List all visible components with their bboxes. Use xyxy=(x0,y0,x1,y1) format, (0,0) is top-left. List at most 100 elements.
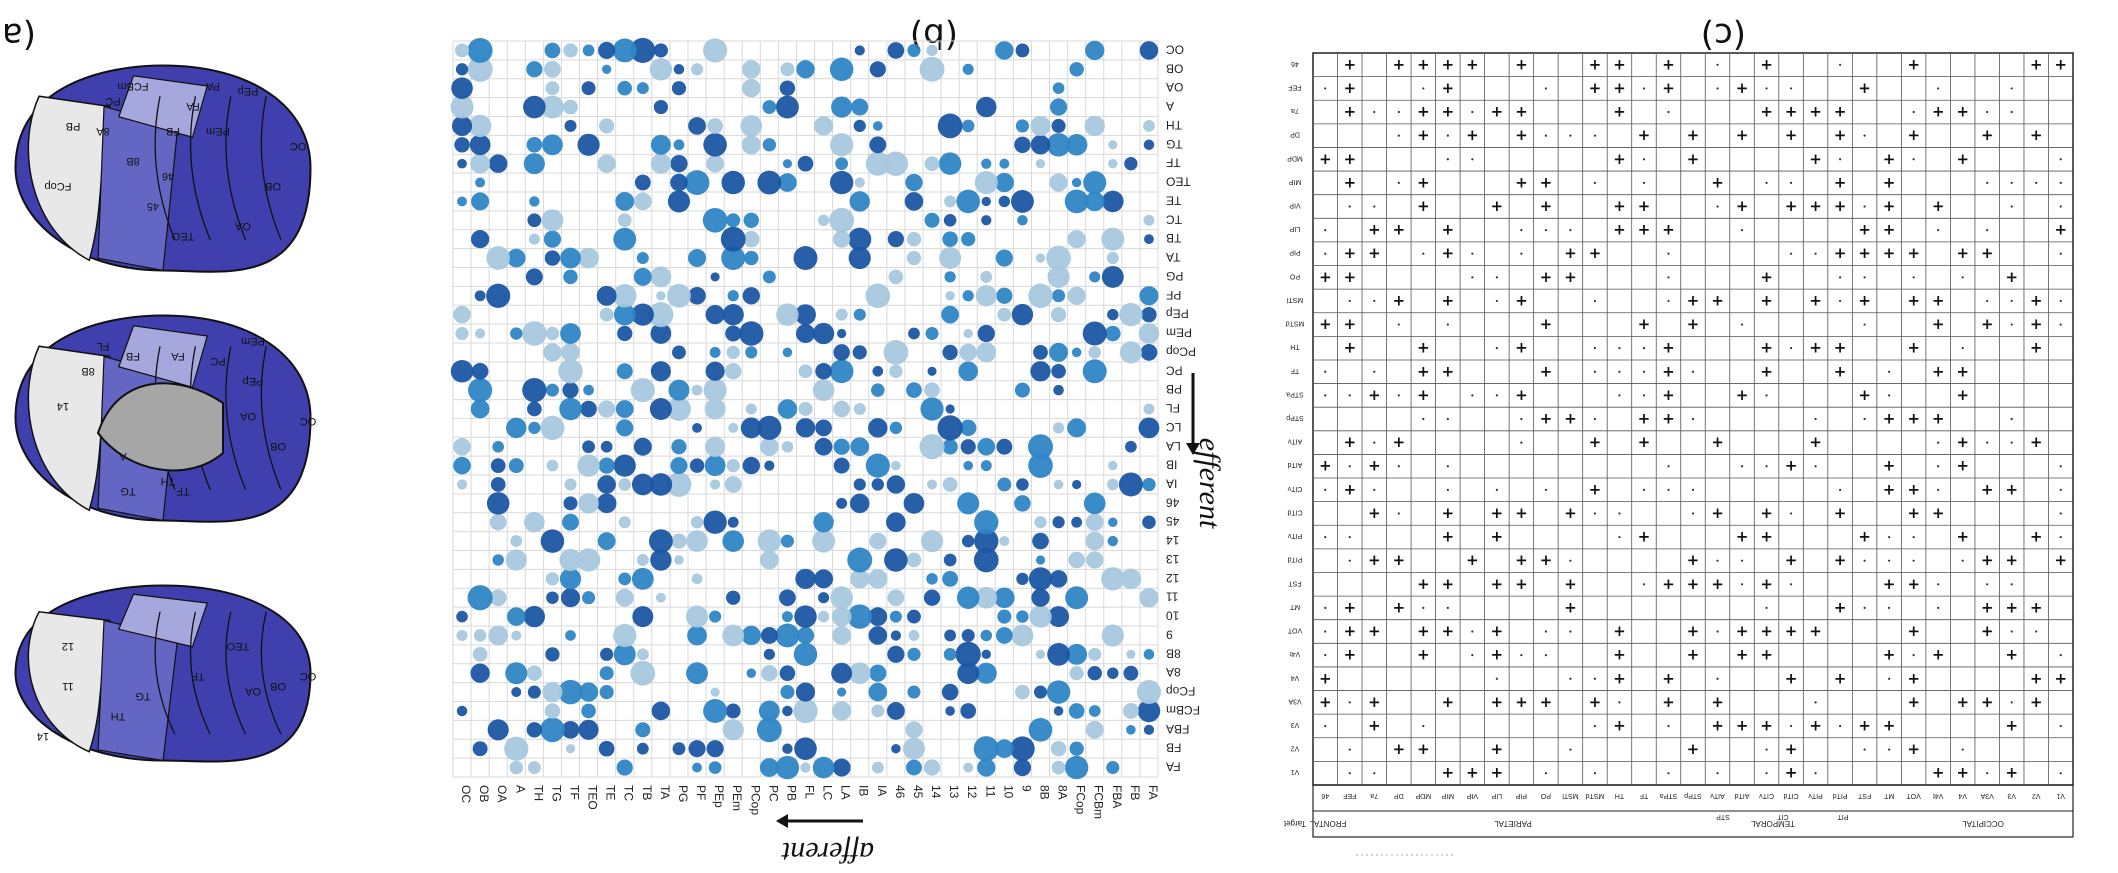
row-label: V4t xyxy=(1290,650,1301,657)
bubble xyxy=(653,43,668,58)
bubble xyxy=(1071,347,1082,358)
row-label: IB xyxy=(1166,458,1177,472)
dot-mark xyxy=(1716,772,1719,775)
efferent-label: efferent xyxy=(1193,438,1226,529)
bubble xyxy=(889,364,903,378)
plus-mark: + xyxy=(1368,221,1381,239)
bubble xyxy=(457,196,467,207)
dot-mark xyxy=(1446,417,1449,421)
dot-mark xyxy=(1789,512,1793,515)
plus-mark: + xyxy=(1711,504,1724,522)
bubble xyxy=(831,662,853,684)
bubble xyxy=(1101,624,1124,647)
bubble xyxy=(560,588,581,608)
dot-mark xyxy=(1937,465,1940,468)
dot-mark xyxy=(1789,87,1793,90)
plus-mark: + xyxy=(1932,504,1945,522)
plus-mark: + xyxy=(1393,552,1406,570)
bubble xyxy=(1016,610,1029,623)
dot-mark xyxy=(1838,724,1842,728)
bubble xyxy=(813,511,834,533)
bubble xyxy=(561,342,580,362)
bubble xyxy=(600,440,613,453)
col-label: TF xyxy=(568,785,582,800)
bubble xyxy=(668,379,690,401)
dot-mark xyxy=(1642,394,1646,397)
bubble xyxy=(782,743,793,754)
bubble xyxy=(576,548,601,572)
bubble xyxy=(670,155,688,173)
bubble xyxy=(907,647,921,661)
brain-area-label: OC xyxy=(300,415,317,427)
dot-mark xyxy=(1397,323,1400,326)
plus-mark: + xyxy=(1319,457,1332,475)
bubble xyxy=(722,304,744,326)
bubble xyxy=(889,610,902,623)
row-label: FEF xyxy=(1288,83,1301,90)
bubble xyxy=(887,42,905,59)
bubble xyxy=(540,529,565,553)
bubble xyxy=(544,250,561,266)
bubble xyxy=(598,41,616,59)
bubble xyxy=(636,648,649,661)
plus-mark: + xyxy=(2005,764,2018,782)
bubble xyxy=(1071,516,1083,528)
dot-mark xyxy=(1618,701,1621,704)
bubble xyxy=(490,458,506,473)
dot-mark xyxy=(1642,347,1646,350)
bubble xyxy=(471,362,489,380)
bubble xyxy=(848,662,871,685)
dot-mark xyxy=(1961,559,1964,562)
bubble xyxy=(578,493,599,514)
bubble xyxy=(703,378,727,402)
bubble xyxy=(1034,516,1047,529)
plus-mark: + xyxy=(1442,528,1455,546)
bubble xyxy=(890,630,902,641)
bubble xyxy=(962,290,974,302)
plus-mark: + xyxy=(1638,434,1651,452)
plus-mark: + xyxy=(1466,56,1479,74)
bubble xyxy=(1064,755,1089,780)
plus-mark: + xyxy=(1368,623,1381,641)
bubble xyxy=(956,586,980,609)
dot-mark xyxy=(1740,465,1744,468)
plus-mark: + xyxy=(1491,197,1504,215)
plus-mark: + xyxy=(2054,552,2067,570)
dot-mark xyxy=(1495,488,1498,491)
bubble xyxy=(793,642,818,667)
col-label: IA xyxy=(875,785,889,796)
bubble xyxy=(798,401,813,417)
plus-mark: + xyxy=(1687,316,1700,334)
subgroup-label: CIT xyxy=(1777,813,1789,820)
brain-area-label: 14 xyxy=(57,400,69,412)
row-label: STPp xyxy=(1286,414,1304,421)
dot-mark xyxy=(1716,63,1719,66)
col-label: OB xyxy=(477,785,491,802)
dot-mark xyxy=(1765,606,1768,610)
dot-mark xyxy=(1544,134,1548,137)
dot-mark xyxy=(1495,347,1498,350)
bubble xyxy=(868,626,888,645)
dot-mark xyxy=(2059,512,2062,515)
bubble xyxy=(865,453,890,478)
bubble xyxy=(796,60,815,79)
dot-mark xyxy=(1912,559,1915,562)
bubble xyxy=(617,325,633,342)
plus-mark: + xyxy=(1907,693,1920,711)
dot-mark xyxy=(1446,488,1449,491)
bubble xyxy=(1050,740,1067,757)
col-label: PIP xyxy=(1515,792,1527,799)
bubble xyxy=(475,177,486,188)
bubble xyxy=(847,547,873,573)
dot-mark xyxy=(1863,134,1866,137)
bubble xyxy=(854,45,865,56)
bubble xyxy=(636,251,649,265)
dot-mark xyxy=(1691,370,1695,373)
row-label: PC xyxy=(1166,363,1183,377)
dot-mark xyxy=(1912,158,1915,161)
dot-mark xyxy=(1912,654,1915,657)
plus-mark: + xyxy=(1760,292,1773,310)
bubble xyxy=(812,379,835,401)
dot-mark xyxy=(1986,772,1989,775)
bubble xyxy=(474,290,486,302)
